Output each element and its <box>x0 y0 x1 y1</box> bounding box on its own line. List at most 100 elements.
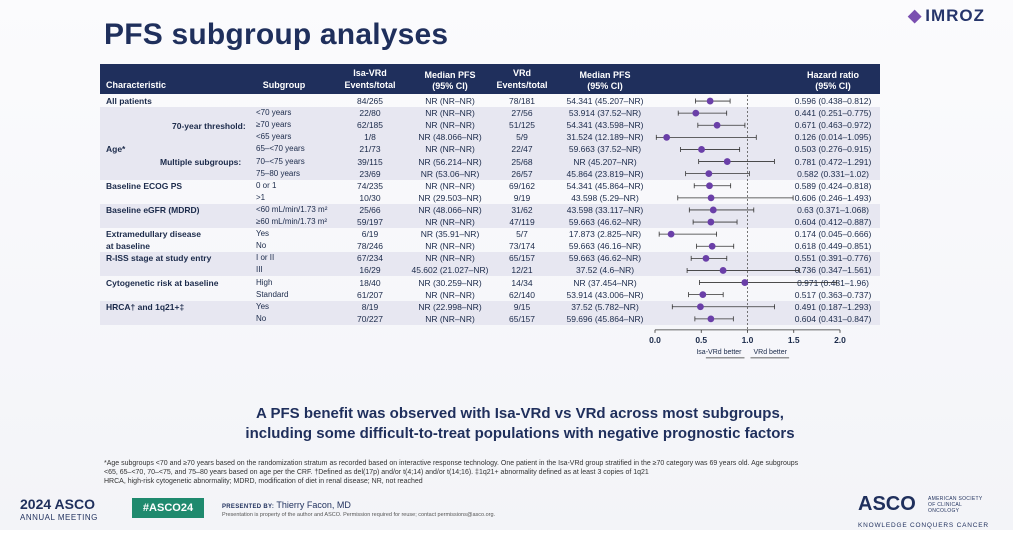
cell-vrd-et: 5/7 <box>516 229 528 240</box>
cell-isa-et: 23/69 <box>359 168 381 179</box>
table-header: Characteristic Subgroup Isa-VRd Events/t… <box>100 64 880 94</box>
cell-isa-pfs: NR (NR–NR) <box>425 253 475 264</box>
cell-vrd-et: 78/181 <box>509 96 535 106</box>
cell-vrd-pfs: 59.663 (46.62–NR) <box>568 217 642 227</box>
cell-vrd-pfs: 45.864 (23.819–NR) <box>566 168 644 179</box>
cell-isa-pfs: NR (NR–NR) <box>425 180 475 191</box>
cell-characteristic: Baseline ECOG PS <box>106 180 183 191</box>
x-tick-label: 0.0 <box>649 335 661 345</box>
hr-point <box>706 182 713 190</box>
cell-hr-text: 0.174 (0.045–0.666) <box>794 229 872 240</box>
cell-vrd-pfs: 43.598 (33.117–NR) <box>566 204 644 215</box>
cell-vrd-pfs: 37.52 (5.782–NR) <box>571 301 639 312</box>
presenter-name: Thierry Facon, MD <box>276 500 351 510</box>
cell-subgroup: ≥60 mL/min/1.73 m² <box>256 217 328 226</box>
cell-isa-et: 8/19 <box>361 301 379 312</box>
header-ci-2: (95% CI) <box>587 81 623 91</box>
header-ci-1: (95% CI) <box>432 81 468 91</box>
banner-line-2: including some difficult-to-treat popula… <box>245 425 795 442</box>
cell-vrd-et: 62/140 <box>509 289 535 300</box>
cell-subgroup: Yes <box>256 301 270 311</box>
hr-point <box>692 109 700 117</box>
forest-plot: 0.0 0.5 1.0 1.5 2.0 Isa-VRd better VRd better <box>649 95 846 359</box>
asco-meeting-logo: 2024 ASCO ANNUAL MEETING <box>20 496 98 522</box>
cell-hr-text: 0.618 (0.449–0.851) <box>794 241 872 252</box>
cell-hr-text: 0.441 (0.251–0.775) <box>794 108 872 119</box>
cell-isa-pfs: NR (29.503–NR) <box>418 192 482 203</box>
hr-point <box>707 194 715 202</box>
cell-vrd-pfs: 59.696 (45.864–NR) <box>566 313 644 324</box>
cell-vrd-et: 22/47 <box>511 144 533 155</box>
cell-hr-text: 0.126 (0.014–1.095) <box>794 132 872 143</box>
hr-point <box>719 267 727 274</box>
imroz-mark-icon: ◆ <box>908 6 923 25</box>
direction-label-right: VRd better <box>754 349 788 356</box>
cell-subgroup: 0 or 1 <box>256 180 277 190</box>
cell-vrd-pfs: 53.914 (37.52–NR) <box>568 108 642 119</box>
cell-isa-pfs: 45.602 (21.027–NR) <box>411 265 489 276</box>
forest-table: Characteristic Subgroup Isa-VRd Events/t… <box>100 64 880 374</box>
cell-isa-pfs: NR (NR–NR) <box>425 144 475 155</box>
cell-isa-et: 62/185 <box>357 120 383 131</box>
cell-vrd-pfs: 54.341 (45.864–NR) <box>566 180 644 191</box>
cell-subgroup: ≥70 years <box>256 120 292 130</box>
header-vrd: VRd <box>513 68 531 78</box>
cell-subgroup: High <box>256 277 273 287</box>
cell-hr-text: 0.606 (0.246–1.493) <box>794 192 872 203</box>
cell-isa-pfs: NR (NR–NR) <box>425 96 475 106</box>
cell-vrd-et: 73/174 <box>509 241 535 252</box>
cell-isa-pfs: NR (30.259–NR) <box>418 277 482 288</box>
x-tick-label: 2.0 <box>834 335 846 345</box>
cell-hr-text: 0.736 (0.347–1.561) <box>794 265 872 276</box>
cell-isa-pfs: NR (53.06–NR) <box>420 168 480 179</box>
cell-characteristic: Extramedullary disease <box>106 229 201 240</box>
cell-vrd-et: 25/68 <box>511 156 533 167</box>
cell-subgroup: >1 <box>256 192 266 202</box>
cell-isa-et: 21/73 <box>359 144 381 155</box>
x-tick-label: 1.5 <box>788 335 800 345</box>
hr-point <box>709 206 717 214</box>
row-band <box>100 300 880 325</box>
hr-point <box>706 97 714 105</box>
cell-isa-et: 1/8 <box>364 132 376 143</box>
cell-subgroup: Standard <box>256 289 289 299</box>
cell-subgroup: <60 mL/min/1.73 m² <box>256 204 328 214</box>
cell-hr-text: 0.671 (0.463–0.972) <box>794 120 872 131</box>
cell-isa-pfs: NR (NR–NR) <box>425 108 475 119</box>
cell-isa-pfs: NR (22.998–NR) <box>418 301 482 312</box>
cell-vrd-pfs: 17.873 (2.825–NR) <box>568 229 642 240</box>
cell-isa-pfs: NR (NR–NR) <box>425 313 475 324</box>
cell-isa-pfs: NR (56.214–NR) <box>418 156 482 167</box>
hr-point <box>663 133 671 141</box>
cell-vrd-pfs: 59.663 (46.62–NR) <box>568 253 642 264</box>
cell-vrd-et: 47/119 <box>509 217 535 227</box>
banner-line-1: A PFS benefit was observed with Isa-VRd … <box>256 405 784 422</box>
hashtag-badge: #ASCO24 <box>132 498 204 518</box>
cell-isa-et: 78/246 <box>357 241 383 252</box>
cell-hr-text: 0.503 (0.276–0.915) <box>794 144 872 155</box>
cell-subgroup: III <box>256 265 263 275</box>
cell-subgroup: 65–<70 years <box>256 144 305 154</box>
cell-subgroup: <70 years <box>256 108 292 118</box>
cell-vrd-pfs: 59.663 (46.16–NR) <box>568 241 642 252</box>
cell-hr-text: 0.604 (0.431–0.847) <box>794 313 872 324</box>
hr-point <box>713 121 721 129</box>
hr-point <box>705 170 713 178</box>
direction-label-left: Isa-VRd better <box>696 349 742 356</box>
x-tick-label: 1.0 <box>742 335 754 345</box>
cell-hr-text: 0.63 (0.371–1.068) <box>797 204 869 215</box>
cell-isa-et: 25/66 <box>359 204 381 215</box>
page-title: PFS subgroup analyses <box>104 18 449 51</box>
cell-hr-text: 0.517 (0.363–0.737) <box>794 289 872 300</box>
header-events-total-1: Events/total <box>344 80 396 90</box>
cell-vrd-et: 26/57 <box>511 168 533 179</box>
cell-vrd-pfs: 43.598 (5.29–NR) <box>571 192 639 203</box>
cell-vrd-et: 65/157 <box>509 313 535 324</box>
group-label-age-multi: Multiple subgroups: <box>160 157 242 167</box>
group-label-age-70: 70-year threshold: <box>172 121 246 131</box>
permission-note: Presentation is property of the author a… <box>222 512 496 518</box>
cell-hr-text: 0.491 (0.187–1.293) <box>794 301 872 312</box>
cell-vrd-et: 31/62 <box>511 204 533 215</box>
cell-isa-et: 59/197 <box>357 217 383 227</box>
